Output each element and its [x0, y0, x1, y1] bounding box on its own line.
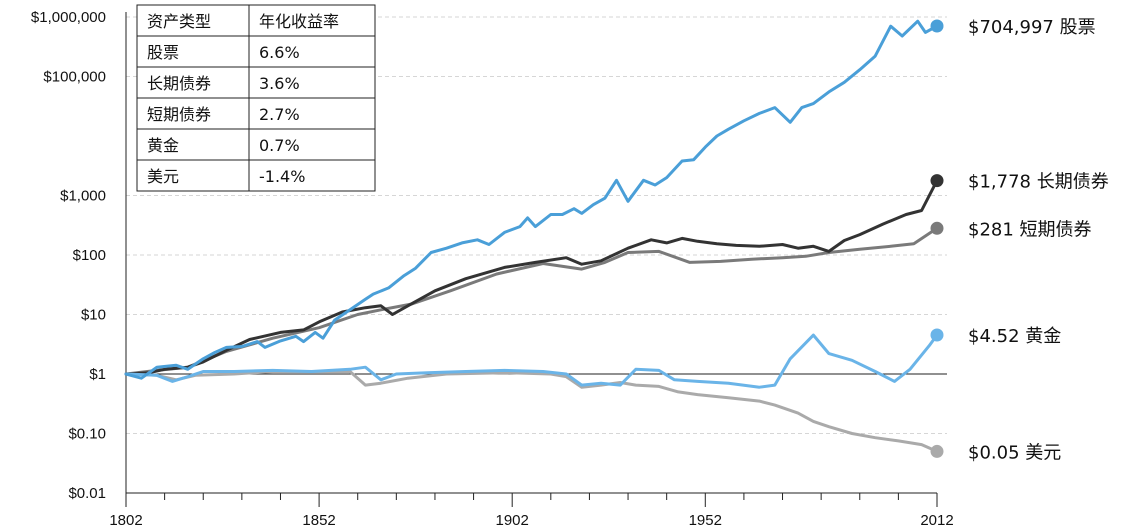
x-tick-label: 1852 — [302, 512, 335, 528]
end-marker-4 — [930, 444, 944, 458]
y-tick-label: $0.10 — [68, 426, 106, 443]
table-cell: 黄金 — [147, 136, 179, 155]
table-cell: 0.7% — [259, 136, 300, 155]
end-label-2: $281 短期债券 — [968, 219, 1092, 240]
y-tick-label: $10 — [81, 307, 106, 324]
end-label-3: $4.52 黄金 — [968, 326, 1061, 347]
series-line-1 — [124, 179, 939, 376]
x-tick-label: 2012 — [920, 512, 953, 528]
axes: $1,000,000 $100,000 $1,000 $100 $10 $1 $0.10 $0… — [31, 9, 954, 528]
end-label-1: $1,778 长期债券 — [968, 172, 1109, 193]
series-lines — [124, 19, 939, 453]
x-tick-label: 1952 — [689, 512, 722, 528]
table-cell: 长期债券 — [147, 74, 211, 93]
y-tick-label: $100 — [73, 247, 106, 264]
y-tick-label: $1,000,000 — [31, 9, 106, 26]
table-cell: -1.4% — [259, 167, 305, 186]
series-line-0 — [124, 19, 939, 380]
end-label-0: $704,997 股票 — [968, 17, 1096, 38]
table-cell: 3.6% — [259, 74, 300, 93]
series-line-2 — [124, 226, 939, 376]
end-marker-1 — [930, 174, 944, 188]
y-tick-label: $0.01 — [68, 485, 106, 502]
end-marker-3 — [930, 328, 944, 342]
y-tick-label: $1,000 — [60, 188, 106, 205]
table-cell: 6.6% — [259, 43, 300, 62]
end-marker-2 — [930, 221, 944, 235]
table-cell: 股票 — [147, 43, 179, 62]
series-line-4 — [124, 370, 939, 453]
table-cell: 2.7% — [259, 105, 300, 124]
end-markers — [930, 19, 944, 458]
y-tick-label: $1 — [89, 366, 106, 383]
table-header-cell: 年化收益率 — [259, 12, 339, 31]
table-cell: 短期债券 — [147, 105, 211, 124]
end-marker-0 — [930, 19, 944, 33]
x-tick-label: 1802 — [109, 512, 142, 528]
y-tick-label: $100,000 — [43, 69, 106, 86]
series-line-3 — [124, 333, 939, 389]
x-tick-label: 1902 — [496, 512, 529, 528]
table-header-cell: 资产类型 — [147, 12, 211, 31]
table-cell: 美元 — [147, 167, 179, 186]
end-labels: $704,997 股票 $1,778 长期债券 $281 短期债券 $4.52 黄金 $… — [968, 17, 1109, 463]
end-label-4: $0.05 美元 — [968, 442, 1061, 463]
